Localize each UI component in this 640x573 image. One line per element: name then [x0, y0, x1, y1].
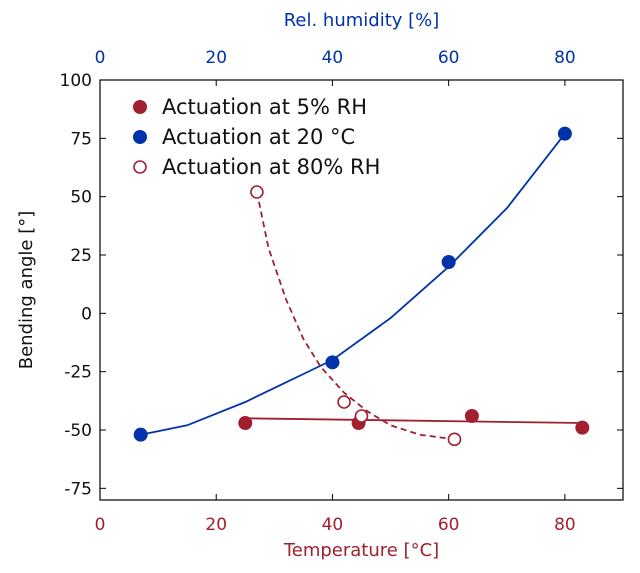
series-0-point [575, 420, 590, 435]
top-tick-label: 80 [554, 48, 576, 68]
top-axis-ticks: 0 20 40 60 80 [95, 48, 576, 86]
x-axis-title: Temperature [°C] [283, 540, 439, 561]
y-tick-label: 50 [70, 188, 92, 208]
series-2-point [337, 395, 351, 409]
plot-content [133, 126, 590, 447]
y-tick-label: -25 [64, 363, 92, 383]
series-0-fit-line [245, 417, 583, 424]
top-tick-label: 40 [322, 48, 344, 68]
series-2-fit-line [256, 191, 455, 441]
series-2-point [354, 409, 369, 423]
legend-label-1: Actuation at 20 °C [162, 125, 355, 149]
y-tick-label: 25 [70, 246, 92, 266]
legend-marker-2 [133, 160, 147, 174]
bottom-tick-label: 0 [95, 515, 106, 535]
legend-marker-1 [133, 130, 147, 144]
top-axis-title: Rel. humidity [%] [284, 10, 440, 31]
top-tick-label: 20 [205, 48, 227, 68]
top-tick-label: 0 [95, 48, 106, 68]
bottom-tick-label: 20 [205, 515, 227, 535]
series-0-point [238, 416, 253, 430]
series-1-point [441, 255, 456, 269]
series-1-point [133, 427, 148, 442]
series-1-point [325, 355, 340, 370]
y-axis-title: Bending angle [°] [16, 211, 37, 370]
bottom-tick-label: 60 [438, 515, 460, 535]
y-tick-label: 100 [60, 71, 92, 91]
y-axis-ticks: 100 75 50 25 0 -25 -50 -75 [60, 71, 623, 499]
series-0-point [464, 409, 479, 423]
y-tick-label: 75 [70, 129, 92, 149]
legend: Actuation at 5% RH Actuation at 20 °C Actu… [133, 95, 380, 179]
y-tick-label: -50 [64, 421, 92, 441]
series-2-point [447, 432, 462, 447]
bottom-tick-label: 40 [322, 515, 344, 535]
y-tick-label: -75 [64, 479, 92, 499]
legend-label-0: Actuation at 5% RH [162, 95, 367, 119]
series-1-point [557, 126, 572, 141]
bottom-axis-ticks: 0 20 40 60 80 [95, 494, 576, 535]
y-tick-label: 0 [81, 304, 92, 324]
plot-frame [99, 79, 624, 501]
series-2-point [250, 185, 264, 199]
legend-label-2: Actuation at 80% RH [162, 155, 380, 179]
top-tick-label: 60 [438, 48, 460, 68]
bottom-tick-label: 80 [554, 515, 576, 535]
legend-marker-0 [133, 100, 147, 114]
